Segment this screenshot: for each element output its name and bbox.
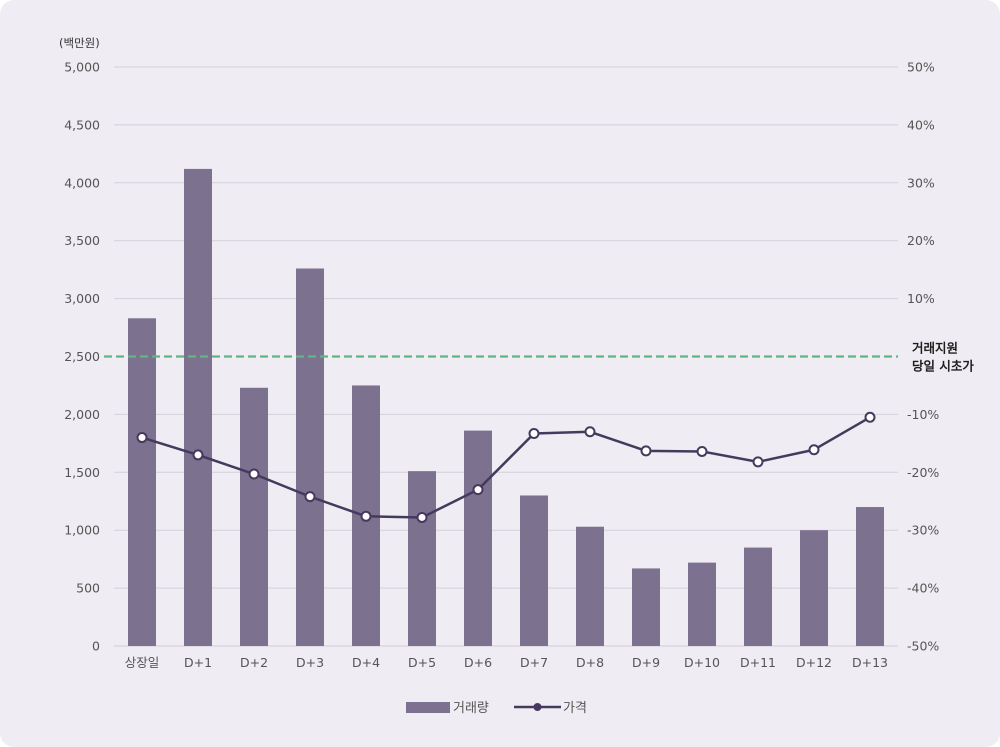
price-point [864,411,876,423]
x-tick-label: D+6 [464,655,492,670]
price-point [640,445,652,457]
price-point [416,511,428,523]
y-right-tick-label: 20% [907,233,935,248]
x-tick-label: 상장일 [125,655,160,670]
price-point [584,426,596,438]
volume-bar [408,471,436,646]
y-left-unit-label: (백만원) [59,36,100,50]
price-point [136,432,148,444]
price-line [141,416,871,519]
x-tick-label: D+3 [296,655,324,670]
y-left-tick-label: 4,500 [64,117,100,132]
x-tick-label: D+2 [240,655,268,670]
y-left-tick-label: 3,500 [64,233,100,248]
price-point [472,484,484,496]
reference-line-label: 거래지원 [912,341,958,356]
x-tick-label: D+4 [352,655,380,670]
y-left-tick-label: 500 [76,581,100,596]
x-tick-label: D+12 [796,655,832,670]
price-point [248,468,260,480]
y-right-tick-label: 40% [907,117,935,132]
x-tick-label: D+10 [684,655,720,670]
x-tick-label: D+7 [520,655,548,670]
y-right-tick-label: 10% [907,291,935,306]
price-point [192,449,204,461]
y-left-tick-label: 5,000 [64,60,100,75]
price-point [696,445,708,457]
x-tick-label: D+9 [632,655,660,670]
price-point [528,428,540,440]
volume-bar [128,318,156,646]
y-left-tick-label: 1,000 [64,523,100,538]
volume-bar [744,547,772,646]
price-point [808,444,820,456]
legend-label-volume: 거래량 [453,701,489,716]
legend-swatch-bar [406,702,450,713]
volume-bar [520,495,548,646]
volume-bar [464,430,492,646]
y-left-tick-label: 2,000 [64,407,100,422]
y-left-tick-label: 1,500 [64,465,100,480]
y-right-tick-label: -20% [907,465,939,480]
x-tick-label: D+1 [184,655,212,670]
x-tick-label: D+13 [852,655,888,670]
price-point [304,491,316,503]
y-right-tick-label: -40% [907,581,939,596]
volume-bar [296,268,324,646]
y-left-tick-label: 4,000 [64,175,100,190]
y-right-tick-label: -10% [907,407,939,422]
volume-bar [688,562,716,646]
price-point [360,510,372,522]
y-left-tick-label: 0 [92,639,100,654]
volume-bar [856,507,884,646]
y-right-tick-label: 30% [907,175,935,190]
price-point [752,456,764,468]
legend-label-price: 가격 [563,701,587,716]
y-right-tick-label: 50% [907,60,935,75]
legend-swatch-point [533,703,542,711]
reference-line-label: 당일 시초가 [912,359,974,374]
volume-bar [240,387,268,646]
y-left-tick-label: 3,000 [64,291,100,306]
x-tick-label: D+8 [576,655,604,670]
volume-bar [576,526,604,646]
x-tick-label: D+11 [740,655,776,670]
volume-bar [632,568,660,646]
y-right-tick-label: -30% [907,523,939,538]
volume-bar [184,168,212,647]
x-tick-label: D+5 [408,655,436,670]
volume-bar [800,530,828,646]
y-left-tick-label: 2,500 [64,349,100,364]
y-right-tick-label: -50% [907,639,939,654]
